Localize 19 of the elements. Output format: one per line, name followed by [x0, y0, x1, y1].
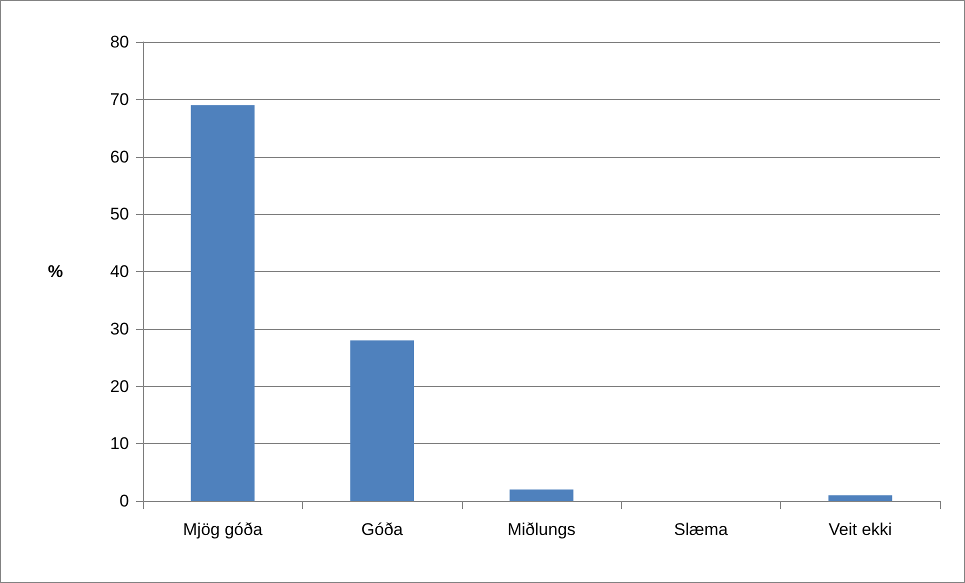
bar [828, 495, 892, 501]
y-tick-label: 40 [110, 262, 129, 281]
y-tick-label: 80 [110, 32, 129, 52]
x-tick-label: Miðlungs [507, 520, 576, 539]
y-tick-label: 70 [110, 90, 129, 109]
x-tick-label: Veit ekki [828, 520, 892, 539]
y-tick-label: 50 [110, 204, 129, 224]
x-tick-label: Slæma [674, 520, 728, 539]
y-tick-label: 30 [110, 319, 129, 338]
y-tick-label: 60 [110, 147, 129, 166]
y-tick-label: 0 [120, 492, 129, 510]
bar [350, 340, 414, 501]
bar [510, 490, 574, 501]
y-tick-label: 20 [110, 376, 129, 396]
x-tick-label: Mjög góða [183, 520, 263, 539]
bar [190, 105, 255, 501]
y-axis-title: % [48, 262, 63, 281]
x-tick-label: Góða [361, 520, 404, 539]
y-tick-label: 10 [110, 434, 129, 454]
